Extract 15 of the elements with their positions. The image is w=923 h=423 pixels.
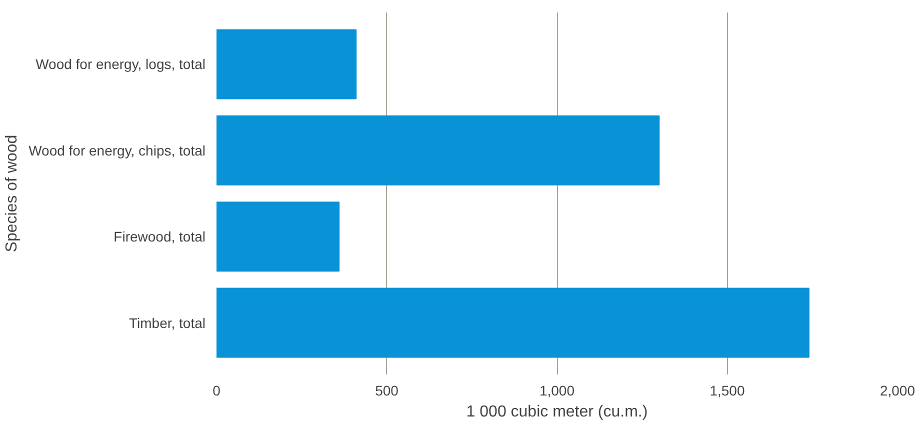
y-axis-title: Species of wood — [4, 134, 21, 252]
y-tick-label: Timber, total — [128, 314, 206, 331]
x-tick-label: 2,000 — [880, 382, 916, 398]
bar — [216, 202, 340, 272]
x-tick-label: 1,000 — [539, 382, 575, 398]
y-tick-label: Wood for energy, logs, total — [36, 56, 206, 72]
y-tick-label: Firewood, total — [114, 228, 206, 245]
x-tick-label: 500 — [375, 382, 399, 398]
x-tick-label: 0 — [212, 382, 221, 398]
y-tick-label: Wood for energy, chips, total — [28, 142, 206, 158]
bar — [216, 29, 357, 100]
x-tick-label: 1,500 — [710, 382, 745, 398]
bar — [216, 288, 810, 358]
x-axis-title: 1 000 cubic meter (cu.m.) — [466, 404, 648, 420]
bar — [216, 115, 660, 186]
